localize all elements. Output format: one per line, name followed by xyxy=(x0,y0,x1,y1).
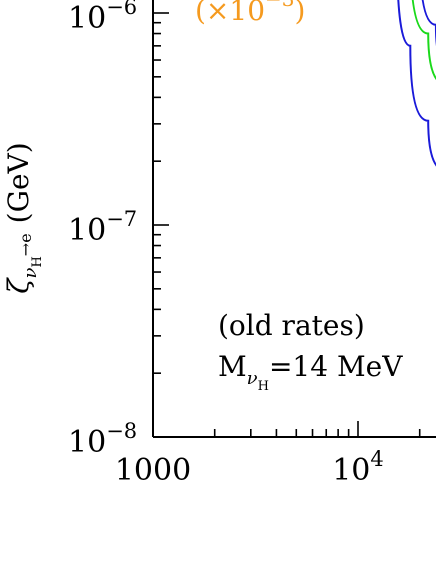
y-tick-label-1e-7-exp: −7 xyxy=(106,207,137,231)
y-tick-label-1e-8-base: 10 xyxy=(68,425,106,460)
annotation-mass-sub-main: ν xyxy=(247,368,258,389)
scale-annotation: (×10−3) xyxy=(195,0,305,27)
y-axis-label-symbol: ζ xyxy=(2,277,35,294)
x-tick-label-1e4: 104 xyxy=(332,447,384,488)
x-tick-label-1000: 1000 xyxy=(115,453,191,488)
series-line-2-green xyxy=(411,0,436,80)
y-axis-label-sub-main: ν xyxy=(20,268,41,279)
y-tick-label-1e-7-base: 10 xyxy=(68,213,106,248)
tick-group xyxy=(152,12,421,438)
annotation-old-rates: (old rates) xyxy=(218,309,365,342)
annotation-mass-suffix: =14 MeV xyxy=(269,350,403,383)
y-axis-label: ζνH→e (GeV) xyxy=(2,142,45,293)
y-tick-label-1e-6-exp: −6 xyxy=(106,0,137,19)
x-tick-label-1e4-exp: 4 xyxy=(370,447,383,471)
annotation-mass-sub-sub: H xyxy=(258,379,269,394)
y-tick-label-1e-7: 10−7 xyxy=(68,207,137,248)
y-tick-label-1e-8: 10−8 xyxy=(68,419,137,460)
y-tick-label-1e-6-base: 10 xyxy=(68,1,106,36)
scale-annotation-text: (×10 xyxy=(195,0,265,27)
series-line-3-blue xyxy=(421,0,436,47)
series-group xyxy=(397,0,436,167)
scale-annotation-close: ) xyxy=(295,0,306,27)
series-line-1-blue xyxy=(397,0,436,167)
y-tick-label-1e-6: 10−6 xyxy=(68,0,137,36)
scale-annotation-exp: −3 xyxy=(265,0,294,11)
annotation-mass: MνH=14 MeV xyxy=(218,350,403,394)
x-tick-label-1e4-base: 10 xyxy=(332,453,370,488)
y-axis-label-unit: (GeV) xyxy=(2,142,35,223)
y-axis-label-sub-sub: H xyxy=(30,256,45,267)
annotation-mass-prefix: M xyxy=(218,350,247,383)
y-tick-label-1e-8-exp: −8 xyxy=(106,419,137,443)
y-axis-label-sub-arrow: →e xyxy=(16,233,35,256)
